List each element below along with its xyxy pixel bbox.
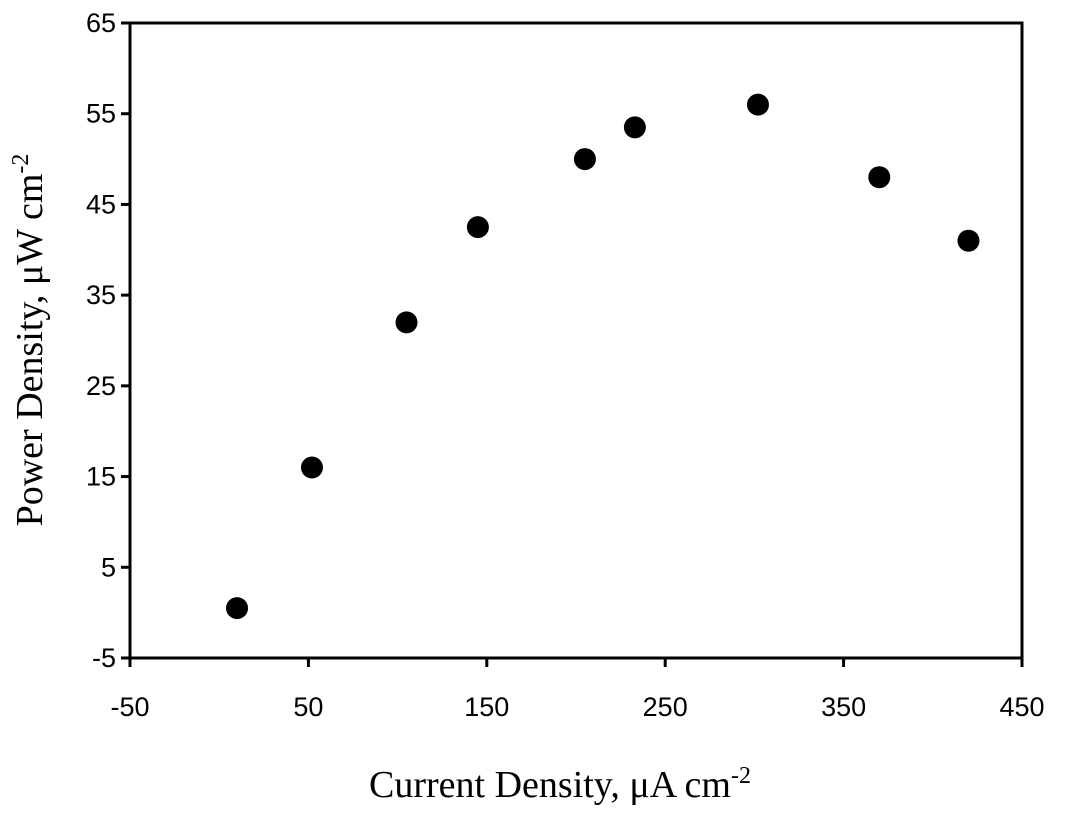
- y-tick-label: 45: [86, 189, 116, 219]
- data-point: [868, 166, 891, 189]
- data-points: [226, 93, 980, 620]
- data-point: [395, 311, 418, 334]
- y-tick-label: 25: [86, 371, 116, 401]
- x-axis-title: Current Density, μA cm-2: [369, 763, 751, 806]
- x-axis-title-text: Current Density, μA cm: [369, 764, 731, 806]
- data-point: [300, 456, 323, 479]
- y-tick-label: 55: [86, 99, 116, 129]
- y-axis-title-superscript: -2: [8, 154, 34, 174]
- y-axis-title-text: Power Density, μW cm: [9, 174, 51, 527]
- y-tick-label: 15: [86, 462, 116, 492]
- data-point: [957, 229, 980, 252]
- x-axis-title-superscript: -2: [731, 763, 751, 789]
- y-tick-label: 35: [86, 280, 116, 310]
- x-tick-label: 350: [821, 692, 866, 722]
- y-tick-label: -5: [92, 643, 116, 673]
- x-tick-label: 250: [643, 692, 688, 722]
- data-point: [466, 216, 489, 239]
- data-point: [623, 116, 646, 139]
- data-point: [226, 597, 249, 620]
- y-tick-label: 5: [101, 552, 116, 582]
- x-tick-label: 50: [293, 692, 323, 722]
- x-tick-label: 150: [464, 692, 509, 722]
- x-tick-label: 450: [999, 692, 1044, 722]
- y-axis-title: Power Density, μW cm-2: [8, 154, 51, 527]
- x-axis-ticks: -50 50 150 250 350 450: [110, 658, 1045, 722]
- plot-area-frame: [128, 21, 1024, 660]
- y-axis-ticks: -5 5 15 25 35 45 55 65: [86, 8, 130, 673]
- data-point: [573, 148, 596, 171]
- data-point: [746, 93, 769, 116]
- y-tick-label: 65: [86, 8, 116, 38]
- x-tick-label: -50: [110, 692, 149, 722]
